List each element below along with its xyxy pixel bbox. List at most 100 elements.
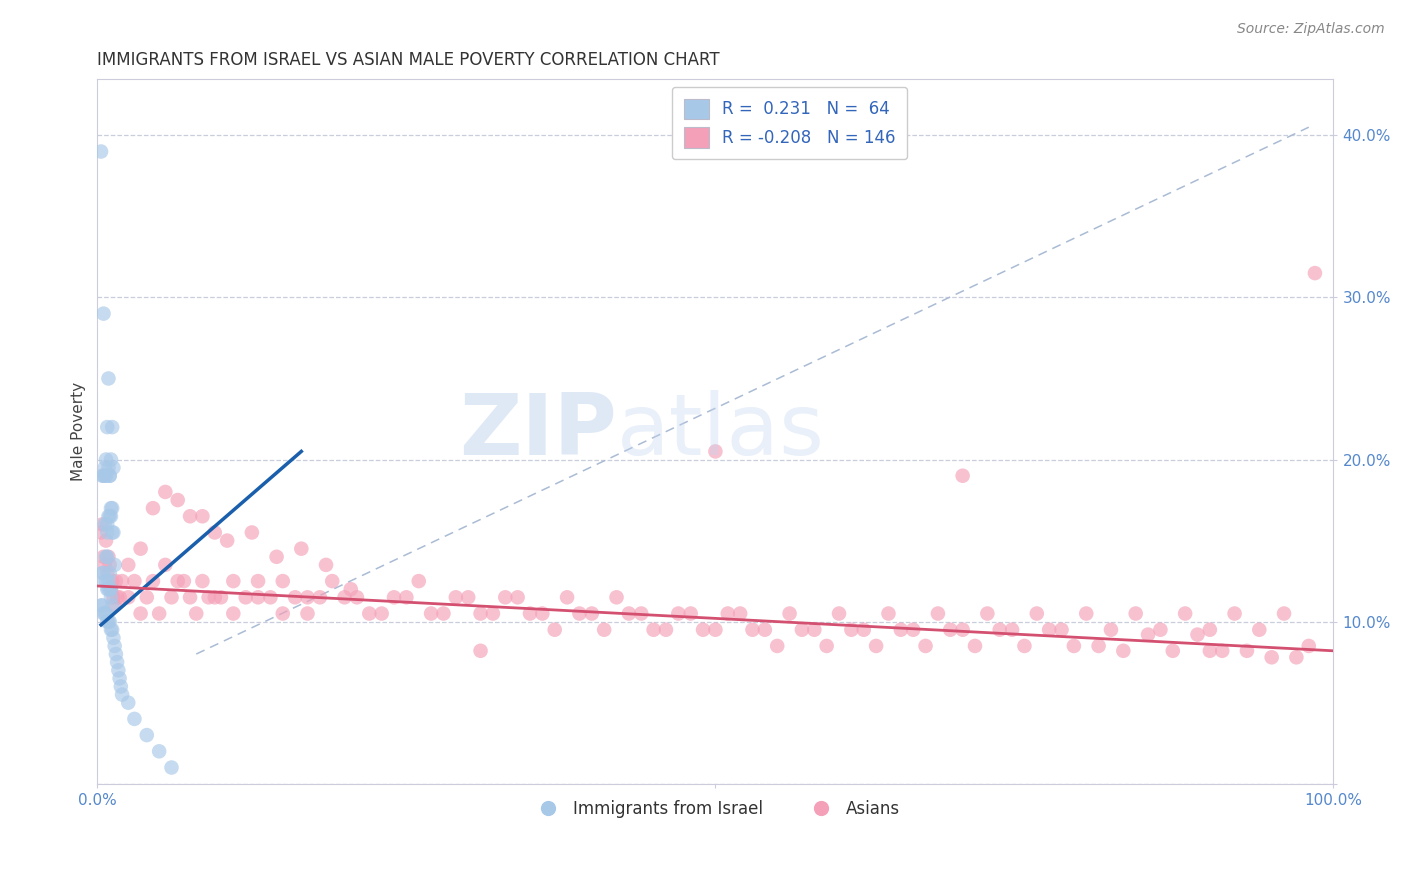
Point <box>544 623 567 637</box>
Point <box>247 591 270 605</box>
Point <box>103 460 125 475</box>
Point <box>93 607 115 621</box>
Point <box>240 525 263 540</box>
Point <box>97 582 120 597</box>
Point <box>105 655 128 669</box>
Point <box>914 639 936 653</box>
Point <box>247 574 270 588</box>
Point <box>470 607 492 621</box>
Point <box>1211 644 1233 658</box>
Point <box>101 599 124 613</box>
Point <box>593 623 616 637</box>
Point <box>284 591 307 605</box>
Point <box>98 468 121 483</box>
Point <box>605 591 627 605</box>
Point <box>100 452 122 467</box>
Point <box>1112 644 1135 658</box>
Point <box>91 566 114 580</box>
Point <box>266 549 288 564</box>
Point <box>104 639 127 653</box>
Point <box>271 607 294 621</box>
Point <box>1161 644 1184 658</box>
Point <box>98 558 121 572</box>
Point <box>104 558 127 572</box>
Point <box>111 574 134 588</box>
Point <box>105 591 128 605</box>
Point <box>395 591 418 605</box>
Point <box>841 623 863 637</box>
Point <box>370 607 392 621</box>
Point <box>359 607 381 621</box>
Point <box>148 744 170 758</box>
Point <box>382 591 405 605</box>
Point <box>271 574 294 588</box>
Point <box>108 591 131 605</box>
Point <box>104 647 127 661</box>
Point <box>1001 623 1024 637</box>
Point <box>1198 644 1220 658</box>
Point <box>217 533 239 548</box>
Point <box>100 623 122 637</box>
Point <box>191 509 214 524</box>
Point <box>124 712 146 726</box>
Point <box>901 623 924 637</box>
Point <box>420 607 443 621</box>
Point <box>166 493 188 508</box>
Point <box>155 485 177 500</box>
Point <box>1063 639 1085 653</box>
Point <box>100 582 122 597</box>
Point <box>91 599 114 613</box>
Point <box>346 591 368 605</box>
Point <box>939 623 962 637</box>
Point <box>103 631 125 645</box>
Point <box>235 591 257 605</box>
Point <box>741 623 763 637</box>
Point <box>754 623 776 637</box>
Point <box>852 623 875 637</box>
Point <box>679 607 702 621</box>
Point <box>297 607 319 621</box>
Point <box>315 558 337 572</box>
Point <box>952 623 974 637</box>
Y-axis label: Male Poverty: Male Poverty <box>72 382 86 481</box>
Point <box>766 639 789 653</box>
Point <box>290 541 312 556</box>
Point <box>717 607 740 621</box>
Point <box>96 420 118 434</box>
Point <box>643 623 665 637</box>
Point <box>142 501 165 516</box>
Point <box>432 607 454 621</box>
Point <box>91 517 114 532</box>
Point <box>96 566 118 580</box>
Point <box>1050 623 1073 637</box>
Point <box>135 728 157 742</box>
Point <box>259 591 281 605</box>
Point <box>963 639 986 653</box>
Point <box>100 509 122 524</box>
Point <box>222 574 245 588</box>
Point <box>1125 607 1147 621</box>
Point <box>110 680 132 694</box>
Point <box>321 574 343 588</box>
Point <box>101 623 124 637</box>
Point <box>101 574 124 588</box>
Point <box>209 591 232 605</box>
Point <box>111 688 134 702</box>
Point <box>173 574 195 588</box>
Point <box>94 533 117 548</box>
Point <box>1014 639 1036 653</box>
Text: atlas: atlas <box>616 390 824 473</box>
Point <box>1174 607 1197 621</box>
Point <box>94 558 117 572</box>
Point <box>222 607 245 621</box>
Point <box>90 599 112 613</box>
Point <box>103 525 125 540</box>
Point <box>704 623 727 637</box>
Point <box>94 468 117 483</box>
Legend: Immigrants from Israel, Asians: Immigrants from Israel, Asians <box>524 793 907 825</box>
Point <box>1187 627 1209 641</box>
Point <box>104 599 127 613</box>
Point <box>494 591 516 605</box>
Point <box>101 501 124 516</box>
Point <box>94 517 117 532</box>
